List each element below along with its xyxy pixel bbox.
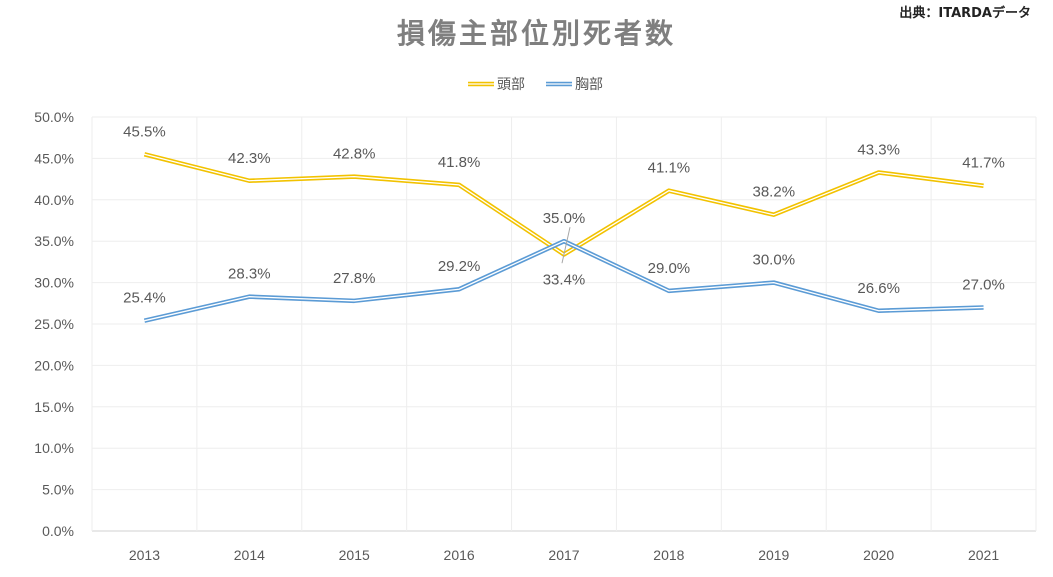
data-label: 26.6%	[857, 280, 900, 297]
x-tick-label: 2019	[758, 547, 789, 563]
y-tick-label: 15.0%	[34, 399, 74, 415]
data-label: 42.8%	[333, 146, 376, 163]
y-tick-label: 5.0%	[42, 482, 74, 498]
x-axis: 2013 2014 2015 2016 2017 2018 2019 2020 2021	[129, 547, 999, 563]
data-label: 28.3%	[228, 266, 271, 283]
y-tick-label: 25.0%	[34, 316, 74, 332]
x-tick-label: 2013	[129, 547, 160, 563]
chart-title: 損傷主部位別死者数	[396, 17, 676, 50]
data-label: 27.8%	[333, 270, 376, 287]
gridlines	[91, 116, 1037, 532]
y-tick-label: 50.0%	[34, 109, 74, 125]
y-tick-label: 30.0%	[34, 275, 74, 291]
data-labels: 45.5% 25.4% 42.3% 28.3% 42.8% 27.8% 41.8% 29.2%…	[123, 123, 1005, 306]
data-label: 29.0%	[648, 260, 691, 277]
data-label: 42.3%	[228, 150, 271, 167]
y-tick-label: 0.0%	[42, 523, 74, 539]
legend-label: 頭部	[497, 77, 525, 93]
leader-line	[561, 227, 571, 264]
x-tick-label: 2014	[234, 547, 265, 563]
data-label: 25.4%	[123, 290, 166, 307]
legend-label: 胸部	[575, 77, 603, 93]
series-line-inner-1	[144, 240, 984, 322]
y-tick-label: 40.0%	[34, 192, 74, 208]
x-tick-label: 2017	[548, 547, 579, 563]
x-tick-label: 2020	[863, 547, 894, 563]
x-tick-label: 2021	[968, 547, 999, 563]
legend: 頭部 胸部	[468, 77, 603, 93]
data-label: 35.0%	[543, 210, 586, 227]
y-axis: 0.0% 5.0% 10.0% 15.0% 20.0% 25.0% 30.0% 35.0% 40…	[34, 109, 74, 539]
data-label: 38.2%	[753, 184, 796, 201]
y-tick-label: 45.0%	[34, 150, 74, 166]
y-tick-label: 20.0%	[34, 357, 74, 373]
source-note: 出典：ITARDAデータ	[899, 6, 1031, 21]
data-label: 41.8%	[438, 154, 481, 171]
data-label: 43.3%	[857, 141, 900, 158]
y-tick-label: 10.0%	[34, 440, 74, 456]
data-label: 27.0%	[962, 276, 1005, 293]
y-tick-label: 35.0%	[34, 233, 74, 249]
x-tick-label: 2016	[444, 547, 475, 563]
x-tick-label: 2018	[653, 547, 684, 563]
data-label: 29.2%	[438, 258, 481, 275]
data-label: 45.5%	[123, 123, 166, 140]
data-label: 33.4%	[543, 271, 586, 288]
x-tick-label: 2015	[339, 547, 370, 563]
data-label: 30.0%	[753, 252, 796, 269]
data-label: 41.7%	[962, 155, 1005, 172]
data-label: 41.1%	[648, 160, 691, 177]
